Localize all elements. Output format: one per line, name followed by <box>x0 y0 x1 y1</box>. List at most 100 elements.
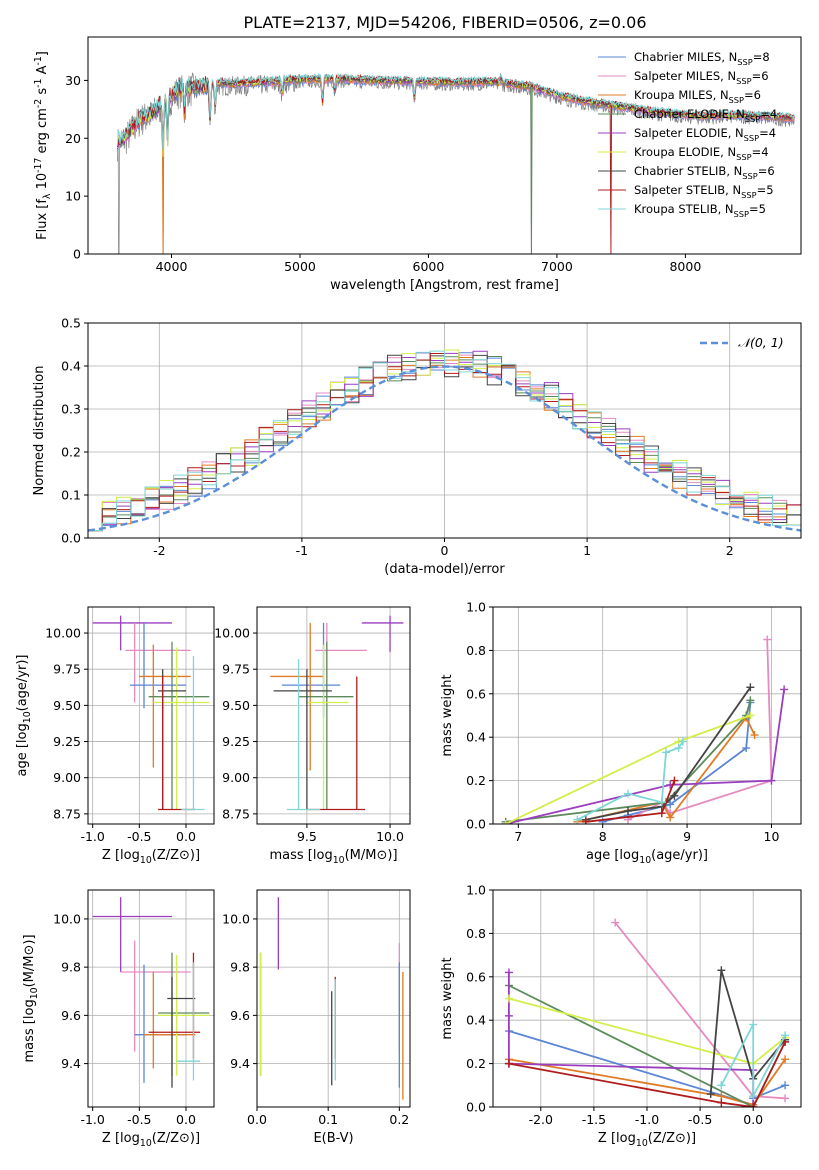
x-tick-label: 4000 <box>156 259 188 274</box>
plot-area <box>92 615 210 811</box>
y-tick-label: 9.50 <box>53 698 81 713</box>
y-tick-label: 9.6 <box>230 1008 250 1023</box>
weight-marker <box>706 1089 715 1098</box>
x-tick-label: -0.5 <box>688 1112 712 1127</box>
weight-series-chabrier-elodie <box>505 700 752 823</box>
weight-marker <box>657 809 666 818</box>
x-tick-label: 0.2 <box>389 1112 409 1127</box>
spectrum-legend: Chabrier MILES, NSSP=8 Salpeter MILES, NS… <box>598 50 777 219</box>
x-tick-label: 9 <box>683 829 691 844</box>
x-tick-label: -1.5 <box>582 1112 606 1127</box>
y-tick-label: 0.4 <box>466 1013 486 1028</box>
y-tick-label: 9.25 <box>222 734 250 749</box>
x-tick-label: 0.0 <box>176 1112 196 1127</box>
y-tick-label: 0.1 <box>61 488 81 503</box>
legend-entry: Chabrier STELIB, NSSP=6 <box>634 164 775 181</box>
errorbar-point <box>158 955 210 1076</box>
y-tick-label: 8.75 <box>53 806 81 821</box>
y-tick-label: 0 <box>73 247 81 262</box>
y-tick-label: 9.25 <box>53 734 81 749</box>
x-axis-label: wavelength [Angstrom, rest frame] <box>330 278 559 293</box>
weight-marker <box>781 1055 790 1064</box>
y-tick-label: 0.0 <box>466 817 486 832</box>
x-tick-label: 10 <box>764 829 780 844</box>
weight-marker <box>780 685 789 694</box>
chart-mass-age: 9.5 10.0 8.75 9.00 9.25 9.50 9.75 10.00 mass [lo… <box>214 606 411 866</box>
weight-marker <box>717 966 726 975</box>
x-axis-label: Z [log10(Z/Z⊙)] <box>102 1131 200 1149</box>
weight-marker <box>717 1098 726 1107</box>
x-tick-label: -1 <box>296 543 308 558</box>
y-tick-label: 8.75 <box>222 806 250 821</box>
x-axis-label: (data-model)/error <box>384 562 505 577</box>
axes-frame: 9.5 10.0 8.75 9.00 9.25 9.50 9.75 10.00 mass [lo… <box>214 606 411 866</box>
y-tick-label: 9.75 <box>53 662 81 677</box>
x-axis-label: mass [log10(M/M⊙)] <box>269 848 397 866</box>
errorbar-point <box>148 952 200 1059</box>
y-tick-label: 0.4 <box>466 730 486 745</box>
chart-spectrum: 4000 5000 6000 7000 8000 0 10 20 30 wavelength [A… <box>33 36 802 293</box>
y-axis-label: mass weight <box>440 674 455 756</box>
x-tick-label: -2.0 <box>529 1112 553 1127</box>
axes-frame: -2.0 -1.5 -1.0 -0.5 0.0 0.0 0.2 0.4 0.6 0.8 1.0 Z [… <box>440 883 802 1149</box>
x-tick-label: 8 <box>599 829 607 844</box>
x-tick-label: 1 <box>583 543 591 558</box>
plot-area <box>270 615 404 811</box>
y-axis-label: Normed distribution <box>32 366 47 496</box>
weight-marker <box>717 1081 726 1090</box>
chart-z-age: -1.0 -0.5 0.0 8.75 9.00 9.25 9.50 9.75 10.00 Z [l… <box>15 606 215 866</box>
y-tick-label: 10.00 <box>45 626 81 641</box>
errorbar-point <box>134 964 186 1083</box>
legend-entry: Kroupa MILES, NSSP=6 <box>634 88 761 105</box>
weight-marker <box>767 776 776 785</box>
x-tick-label: -1.0 <box>635 1112 659 1127</box>
plot-area <box>117 72 795 254</box>
y-axis-label: Flux [fλ 10-17 erg cm-2 s-1 A-1] <box>33 51 53 240</box>
weight-series-salpeter-stelib <box>508 1041 786 1107</box>
plot-area <box>504 918 790 1107</box>
weight-marker <box>504 994 513 1003</box>
plot-area <box>92 897 210 1088</box>
y-tick-label: 9.00 <box>53 770 81 785</box>
y-tick-label: 0.2 <box>466 773 486 788</box>
errorbar-point <box>176 962 200 1081</box>
weight-marker <box>749 1092 758 1101</box>
legend-entry: 𝒩(0, 1) <box>738 335 784 350</box>
weight-marker <box>781 1081 790 1090</box>
y-tick-label: 10.0 <box>53 911 81 926</box>
weight-marker <box>657 798 666 807</box>
weight-marker <box>742 744 751 753</box>
x-axis-label: E(B-V) <box>313 1131 353 1146</box>
errorbar-point <box>158 952 210 1076</box>
legend-entry: Kroupa ELODIE, NSSP=4 <box>634 145 769 162</box>
y-axis-label: mass [log10(M/M⊙)] <box>22 934 40 1062</box>
axes-border <box>256 889 411 1108</box>
x-tick-label: 0 <box>441 543 449 558</box>
errorbar-point <box>361 615 404 652</box>
weight-series-salpeter-elodie <box>505 689 785 824</box>
histogram-legend: 𝒩(0, 1) <box>700 335 784 350</box>
y-tick-label: 20 <box>65 131 81 146</box>
legend-entry: Salpeter MILES, NSSP=6 <box>634 69 769 86</box>
weight-series-kroupa-stelib <box>720 1024 786 1097</box>
x-tick-label: 0.0 <box>743 1112 763 1127</box>
axes-frame: 4000 5000 6000 7000 8000 0 10 20 30 wavelength [A… <box>33 36 802 293</box>
weight-marker <box>504 1059 513 1068</box>
y-tick-label: 0.8 <box>466 926 486 941</box>
y-tick-label: 9.8 <box>61 960 81 975</box>
axes-frame: 7 8 9 10 0.0 0.2 0.4 0.6 0.8 1.0 age [log10(age/yr… <box>440 600 802 866</box>
residual-histogram-kroupa-stelib <box>88 350 801 532</box>
observed-spectrum <box>117 72 795 254</box>
y-tick-label: 1.0 <box>466 600 486 615</box>
x-axis-label: Z [log10(Z/Z⊙)] <box>598 1131 696 1149</box>
weight-marker <box>749 1103 758 1107</box>
x-tick-label: -1.0 <box>80 829 104 844</box>
errorbar-point <box>181 656 205 811</box>
axes-border <box>87 889 215 1108</box>
x-tick-label: 0.0 <box>176 829 196 844</box>
errorbar-point <box>148 641 210 810</box>
x-tick-label: 0.0 <box>247 1112 267 1127</box>
x-tick-label: -0.5 <box>127 829 151 844</box>
legend-entry: Kroupa STELIB, NSSP=5 <box>634 202 766 219</box>
weight-marker <box>781 1094 790 1103</box>
